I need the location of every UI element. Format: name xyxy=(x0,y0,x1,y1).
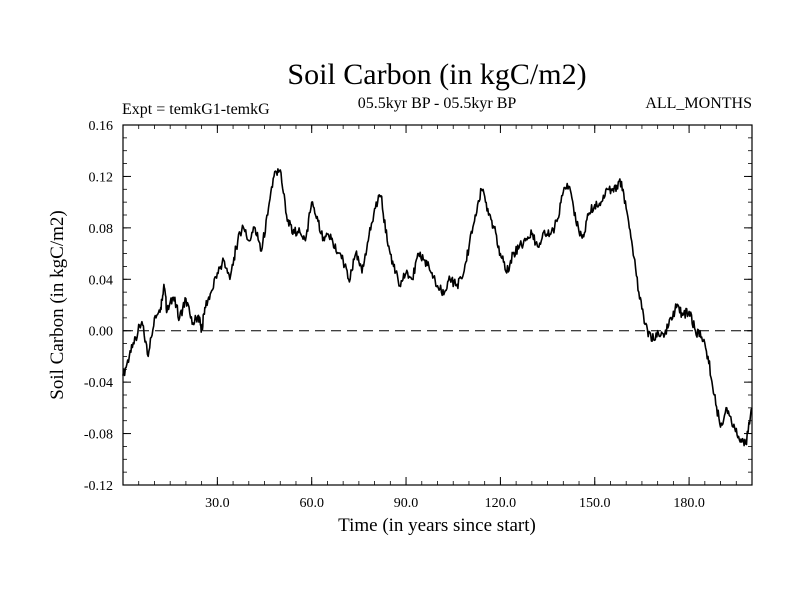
x-tick-label: 30.0 xyxy=(205,496,230,511)
chart-subtitle-center: 05.5kyr BP - 05.5kyr BP xyxy=(358,95,517,112)
chart-subtitle-right: ALL_MONTHS xyxy=(645,95,752,112)
series-line-soil-carbon xyxy=(122,168,753,447)
x-tick-label: 60.0 xyxy=(299,496,324,511)
y-axis-title: Soil Carbon (in kgC/m2) xyxy=(47,210,68,399)
x-tick-label: 180.0 xyxy=(673,496,705,511)
y-tick-label: 0.12 xyxy=(89,170,114,185)
y-tick-label: 0.08 xyxy=(89,222,114,237)
y-tick-label: -0.08 xyxy=(84,428,113,443)
plot-frame xyxy=(122,124,753,486)
chart-subtitle-left: Expt = temkG1-temkG xyxy=(122,101,270,118)
y-tick-label: -0.12 xyxy=(84,479,113,494)
y-tick-label: -0.04 xyxy=(84,376,113,391)
x-axis-title: Time (in years since start) xyxy=(338,515,536,536)
chart-title: Soil Carbon (in kgC/m2) xyxy=(287,58,586,91)
x-tick-label: 120.0 xyxy=(485,496,517,511)
x-tick-label: 150.0 xyxy=(579,496,611,511)
y-tick-label: 0.16 xyxy=(89,119,114,134)
x-tick-label: 90.0 xyxy=(394,496,419,511)
y-tick-label: 0.04 xyxy=(89,273,114,288)
y-tick-label: 0.00 xyxy=(89,325,114,340)
